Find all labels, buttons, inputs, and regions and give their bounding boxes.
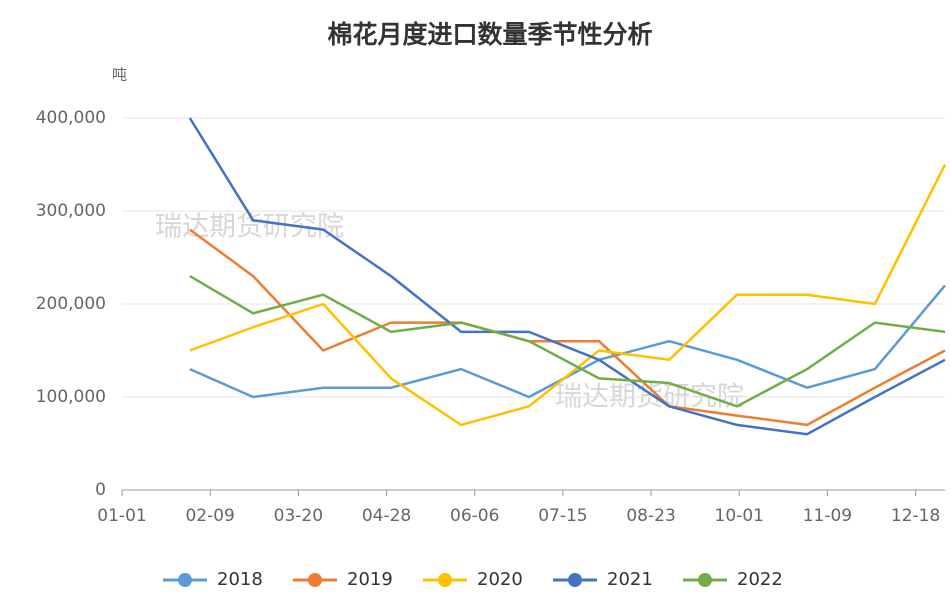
legend-label: 2020	[477, 569, 523, 590]
y-tick-label: 0	[95, 480, 106, 500]
legend-marker	[308, 573, 322, 587]
legend-marker	[568, 573, 582, 587]
x-tick-label: 11-09	[803, 506, 852, 526]
x-tick-label: 06-06	[450, 506, 499, 526]
series-line	[189, 228, 946, 427]
y-tick-label: 200,000	[36, 294, 106, 314]
legend-marker	[178, 573, 192, 587]
y-axis-label: 吨	[112, 66, 127, 84]
y-tick-label: 400,000	[36, 108, 106, 128]
legend-marker	[438, 573, 452, 587]
x-tick-label: 07-15	[538, 506, 587, 526]
legend-label: 2018	[217, 569, 263, 590]
x-tick-label: 10-01	[715, 506, 764, 526]
x-tick-label: 08-23	[626, 506, 675, 526]
series-line	[188, 117, 946, 436]
x-tick-label: 04-28	[362, 506, 411, 526]
x-tick-label: 02-09	[185, 506, 234, 526]
x-tick-label: 03-20	[274, 506, 323, 526]
chart-title: 棉花月度进口数量季节性分析	[327, 20, 652, 49]
y-tick-label: 300,000	[36, 201, 106, 221]
x-tick-label: 01-01	[97, 506, 146, 526]
legend-label: 2021	[607, 569, 653, 590]
y-tick-label: 100,000	[36, 387, 106, 407]
legend-marker	[698, 573, 712, 587]
legend-label: 2019	[347, 569, 393, 590]
series-line	[189, 163, 947, 427]
legend-label: 2022	[737, 569, 783, 590]
x-tick-label: 12-18	[891, 506, 940, 526]
series-line	[189, 275, 946, 408]
